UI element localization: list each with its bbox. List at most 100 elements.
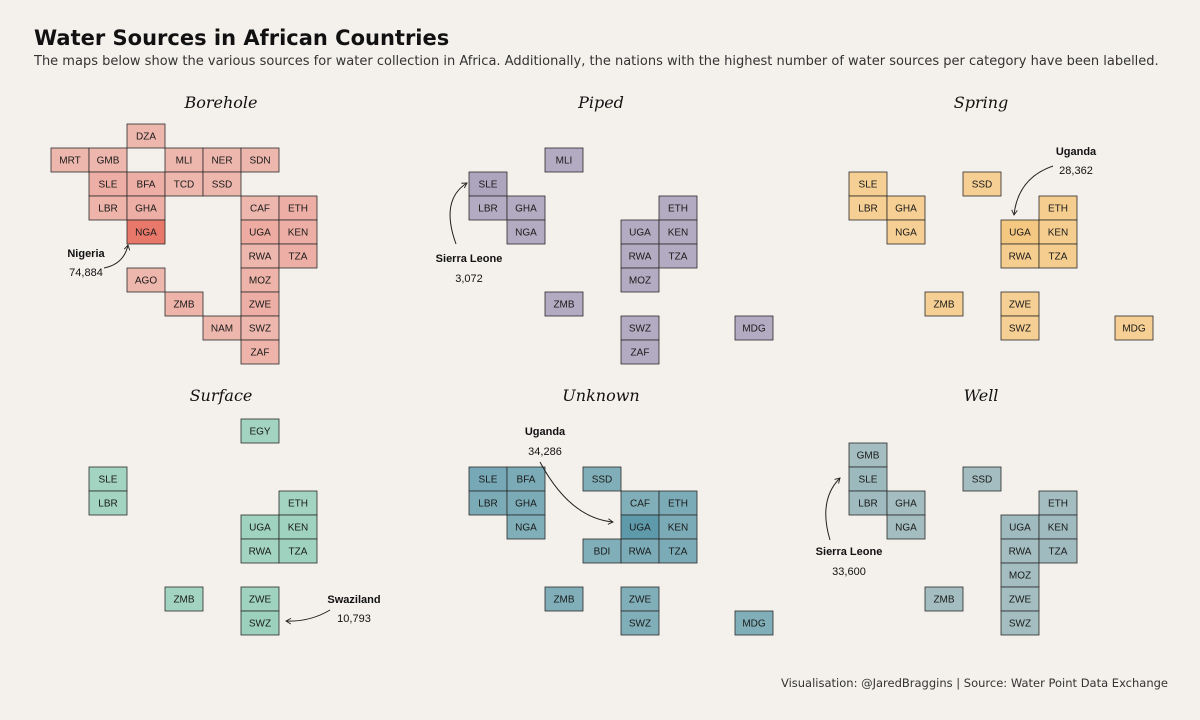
panel-title: Piped [577, 93, 624, 112]
tile-label: LBR [98, 204, 117, 215]
panel-well: Well GMB SLE SSD LBR GHA ETH NGA UGA KEN RWA TZA MOZ… [816, 386, 1078, 636]
tile-label: GHA [895, 204, 917, 215]
panel-spring: Spring SLE SSD LBR GHA ETH NGA UGA KEN RWA TZA ZMB Z… [848, 93, 1154, 341]
tile-label: ZWE [249, 300, 272, 311]
tile-zaf [240, 339, 280, 365]
tile-label: SDN [249, 156, 270, 167]
tile-sle [848, 466, 888, 492]
tile-tza [278, 243, 318, 269]
annotation-arrow [103, 244, 131, 269]
tile-zwe [240, 291, 280, 317]
tile-sdn [240, 147, 280, 173]
tile-label: LBR [478, 204, 497, 215]
tile-label: AGO [135, 276, 157, 287]
tile-uga [240, 514, 280, 540]
tile-label: ZAF [251, 348, 270, 359]
tile-eth [1038, 195, 1078, 221]
tile-swz [620, 315, 660, 341]
tile-mdg [1114, 315, 1154, 341]
tile-label: MDG [742, 324, 766, 335]
tile-label: SSD [212, 180, 233, 191]
tile-label: UGA [629, 523, 651, 534]
tile-label: NGA [895, 228, 917, 239]
tile-nga [886, 514, 926, 540]
panel-title: Surface [190, 386, 253, 405]
tile-zaf [620, 339, 660, 365]
panel-piped: Piped MLI SLE LBR GHA ETH NGA UGA KEN RWA TZA MOZ ZM… [436, 93, 774, 365]
tile-label: ZMB [553, 300, 574, 311]
tile-eth [658, 490, 698, 516]
tile-label: NER [211, 156, 232, 167]
tile-lbr [88, 195, 128, 221]
tile-label: GHA [135, 204, 157, 215]
tile-label: TZA [1049, 547, 1068, 558]
tile-label: CAF [630, 499, 650, 510]
tile-label: RWA [629, 252, 652, 263]
tile-label: SSD [972, 475, 993, 486]
tile-label: RWA [1009, 547, 1032, 558]
tile-ssd [962, 171, 1002, 197]
chart-title: Water Sources in African Countries [34, 26, 450, 50]
annotation-arrow [285, 609, 331, 625]
tile-rwa [1000, 538, 1040, 564]
tile-label: RWA [249, 547, 272, 558]
tile-label: ETH [288, 499, 308, 510]
tile-label: TZA [669, 252, 688, 263]
tile-eth [1038, 490, 1078, 516]
annotation-arrow [449, 182, 468, 245]
chart-subtitle: The maps below show the various sources … [34, 54, 1159, 69]
tile-swz [620, 610, 660, 636]
tile-label: ZMB [173, 595, 194, 606]
annotation-value: 74,884 [69, 267, 103, 279]
annotation-country: Sierra Leone [436, 253, 503, 265]
tile-label: ETH [668, 204, 688, 215]
tile-label: RWA [629, 547, 652, 558]
annotation-country: Uganda [525, 426, 566, 438]
tile-lbr [848, 195, 888, 221]
annotation-arrow [1011, 165, 1054, 216]
tile-ssd [962, 466, 1002, 492]
tile-gha [886, 490, 926, 516]
tile-label: GHA [515, 499, 537, 510]
tile-label: ZWE [1009, 300, 1032, 311]
tile-label: NGA [895, 523, 917, 534]
tile-eth [278, 195, 318, 221]
tile-label: KEN [288, 523, 309, 534]
panel-title: Borehole [183, 93, 257, 112]
tile-label: UGA [249, 228, 271, 239]
tile-zmb [544, 291, 584, 317]
tile-swz [1000, 610, 1040, 636]
panel-unknown: Unknown SLE BFA SSD LBR GHA CAF ETH NGA UGA KEN BDI… [468, 386, 774, 636]
tile-bfa [126, 171, 166, 197]
tile-label: ETH [288, 204, 308, 215]
tile-label: TZA [1049, 252, 1068, 263]
tile-label: ZMB [933, 300, 954, 311]
annotation-value: 10,793 [337, 613, 371, 625]
tile-label: UGA [629, 228, 651, 239]
tile-label: SWZ [629, 324, 651, 335]
panel-title: Spring [954, 93, 1009, 112]
tile-label: SLE [99, 475, 118, 486]
tile-label: ZMB [933, 595, 954, 606]
tile-label: KEN [668, 523, 689, 534]
tile-rwa [620, 243, 660, 269]
tile-label: EGY [249, 427, 270, 438]
tile-sle [468, 466, 508, 492]
tile-uga [620, 219, 660, 245]
tile-tza [658, 538, 698, 564]
tile-ken [278, 219, 318, 245]
annotation-value: 34,286 [528, 446, 562, 458]
annotation-value: 33,600 [832, 566, 866, 578]
tile-label: CAF [250, 204, 270, 215]
tile-label: MRT [59, 156, 80, 167]
tile-label: KEN [1048, 523, 1069, 534]
tile-label: NGA [515, 228, 537, 239]
tile-zwe [1000, 586, 1040, 612]
tile-bfa [506, 466, 546, 492]
tile-uga [1000, 219, 1040, 245]
tile-label: UGA [1009, 523, 1031, 534]
tile-moz [1000, 562, 1040, 588]
annotation-country: Swaziland [327, 594, 380, 606]
tile-label: MDG [742, 619, 766, 630]
tile-lbr [468, 195, 508, 221]
